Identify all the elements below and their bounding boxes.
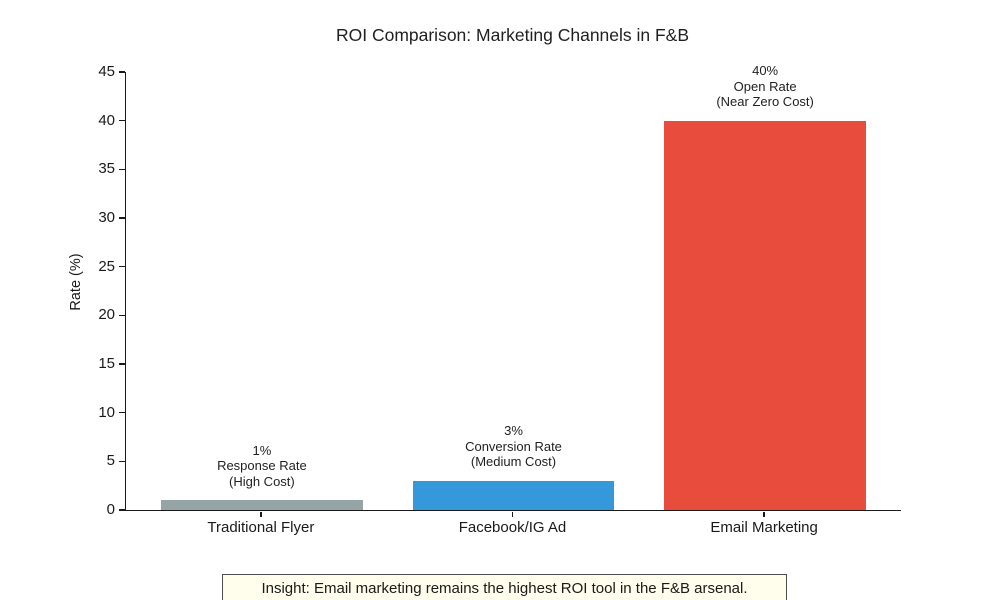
bar-annotation: 40% Open Rate (Near Zero Cost) xyxy=(655,63,875,110)
y-tick-mark xyxy=(119,314,125,317)
y-tick-mark xyxy=(119,411,125,414)
annotation-line: Conversion Rate xyxy=(465,438,562,454)
annotation-line: 40% xyxy=(752,63,779,79)
x-tick-mark xyxy=(511,511,514,517)
x-tick-label: Facebook/IG Ad xyxy=(458,519,567,536)
chart-title: ROI Comparison: Marketing Channels in F&… xyxy=(335,25,690,45)
x-tick-mark xyxy=(260,511,262,517)
annotation-line: (Medium Cost) xyxy=(470,454,557,470)
y-tick-mark xyxy=(119,363,125,365)
bar-annotation: 3% Conversion Rate (Medium Cost) xyxy=(404,423,624,470)
y-tick-label: 45 xyxy=(98,63,115,80)
y-tick-label: 15 xyxy=(98,355,115,372)
annotation-line: Open Rate xyxy=(733,78,797,94)
annotation-line: Response Rate xyxy=(217,458,307,474)
y-tick-mark xyxy=(119,217,125,219)
x-tick-label: Email Marketing xyxy=(710,519,818,536)
x-tick-mark xyxy=(763,511,765,517)
y-tick-mark xyxy=(119,119,125,122)
y-tick-label: 35 xyxy=(98,160,115,178)
annotation-line: (High Cost) xyxy=(229,473,295,489)
bar-email-marketing xyxy=(664,120,866,510)
bar-facebook-ig-ad xyxy=(412,480,615,510)
plot-area: 1% Response Rate (High Cost) 3% Conversion R… xyxy=(125,63,901,511)
y-tick-mark xyxy=(119,71,125,73)
bar-traditional-flyer xyxy=(161,500,363,510)
y-tick-mark xyxy=(119,460,125,463)
y-tick-label: 40 xyxy=(98,111,115,129)
y-tick-mark xyxy=(119,509,125,511)
y-tick-label: 20 xyxy=(98,306,115,324)
y-tick-label: 10 xyxy=(98,403,115,421)
annotation-line: (Near Zero Cost) xyxy=(716,94,814,110)
y-tick-label: 25 xyxy=(98,257,115,275)
insight-text: Insight: Email marketing remains the hig… xyxy=(261,580,748,597)
y-tick-label: 30 xyxy=(98,209,115,226)
annotation-line: 3% xyxy=(504,423,523,439)
y-tick-mark xyxy=(119,168,125,171)
y-tick-label: 5 xyxy=(106,452,115,470)
bar-annotation: 1% Response Rate (High Cost) xyxy=(152,443,372,490)
insight-box: Insight: Email marketing remains the hig… xyxy=(222,574,787,600)
x-tick-label: Traditional Flyer xyxy=(207,519,315,536)
y-tick-mark xyxy=(119,265,125,268)
annotation-line: 1% xyxy=(252,442,272,458)
y-tick-label: 0 xyxy=(106,501,115,518)
